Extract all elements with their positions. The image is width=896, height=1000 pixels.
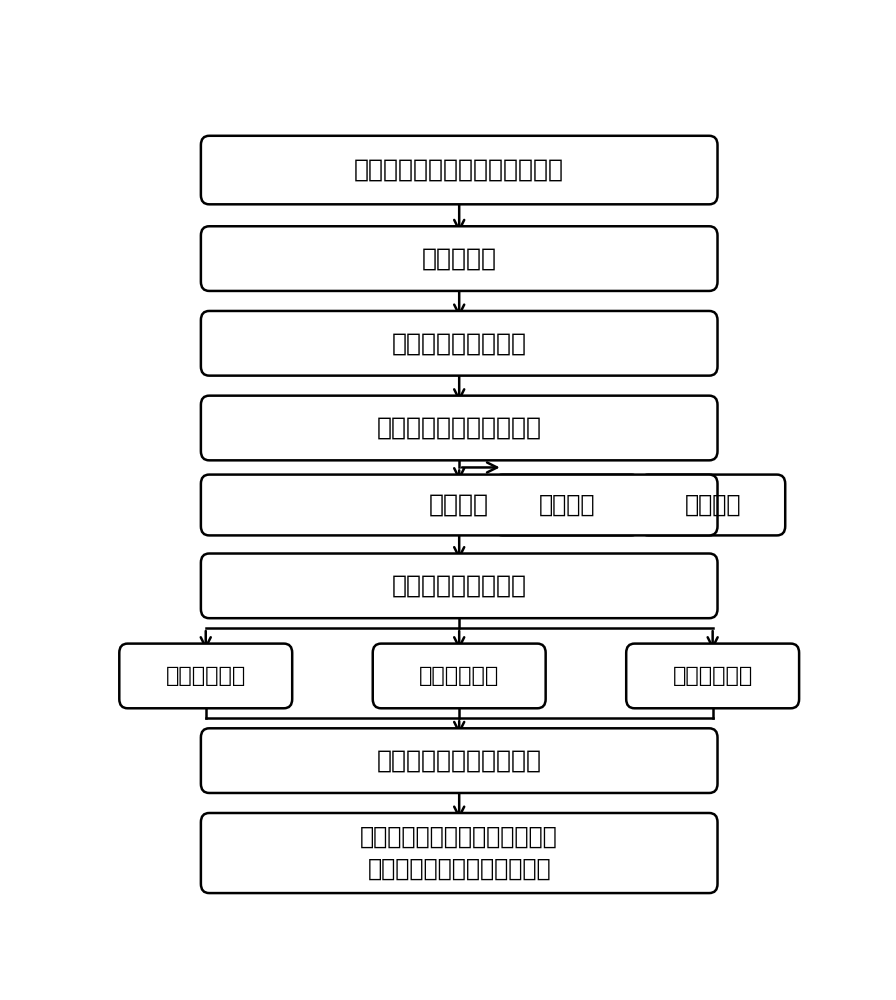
Text: 圈定铀源体: 圈定铀源体 [422,247,496,271]
Text: 温暖潮湿: 温暖潮湿 [538,493,595,517]
Text: 铀源体经历的古气候环境: 铀源体经历的古气候环境 [376,416,542,440]
Text: 建立铀源体评价数学模型: 建立铀源体评价数学模型 [376,749,542,773]
FancyBboxPatch shape [201,554,718,618]
FancyBboxPatch shape [201,136,718,204]
Text: 计算各评价参数权重: 计算各评价参数权重 [392,574,527,598]
FancyBboxPatch shape [373,644,546,708]
Text: 终止评价: 终止评价 [685,493,741,517]
Text: 出露面积权重: 出露面积权重 [419,666,499,686]
FancyBboxPatch shape [201,475,718,535]
Text: 铀迁移量权重: 铀迁移量权重 [166,666,246,686]
FancyBboxPatch shape [201,396,718,460]
Text: 干旱炎热: 干旱炎热 [429,493,489,517]
FancyBboxPatch shape [640,475,785,535]
Text: 剥蚀时间权重: 剥蚀时间权重 [673,666,753,686]
FancyBboxPatch shape [201,226,718,291]
FancyBboxPatch shape [201,728,718,793]
FancyBboxPatch shape [201,813,718,893]
Text: 优选铀源体评价参数: 优选铀源体评价参数 [392,331,527,355]
Text: 计算铀源体对铀成矿的贡献度，
完成对工作区成矿潜力的评价: 计算铀源体对铀成矿的贡献度， 完成对工作区成矿潜力的评价 [360,825,558,881]
FancyBboxPatch shape [119,644,292,708]
Text: 选取工作区内适当比例尺地质图: 选取工作区内适当比例尺地质图 [354,158,564,182]
FancyBboxPatch shape [495,475,640,535]
FancyBboxPatch shape [626,644,799,708]
FancyBboxPatch shape [201,311,718,376]
